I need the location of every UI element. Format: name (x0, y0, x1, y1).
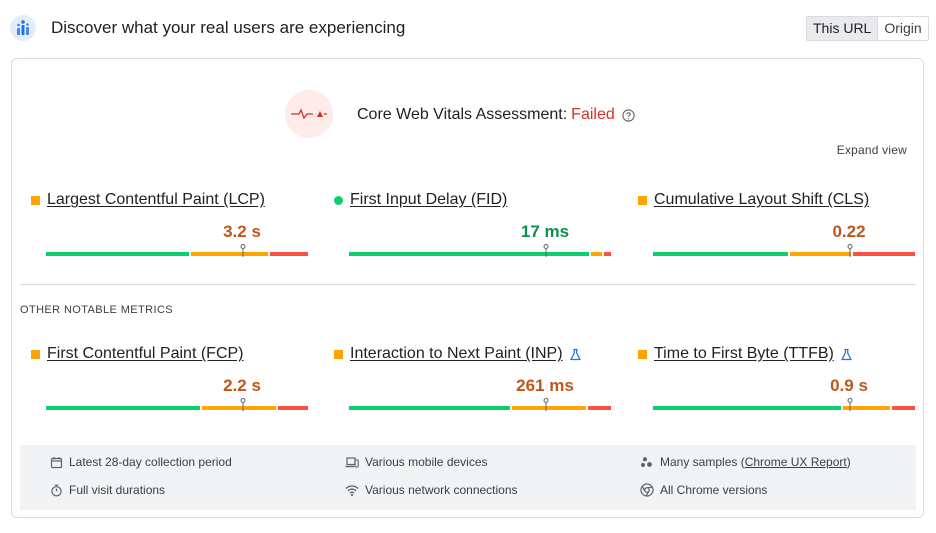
metric-name-link[interactable]: First Contentful Paint (FCP) (47, 345, 244, 362)
p75-marker-icon (240, 398, 245, 412)
needs-improvement-indicator-icon (31, 195, 40, 205)
good-segment (653, 406, 841, 410)
origin-button[interactable]: Origin (878, 17, 928, 40)
metric-value: 0.9 s (830, 376, 868, 395)
distribution-bar (349, 244, 611, 257)
experimental-flask-icon (569, 348, 581, 360)
section-divider (20, 284, 916, 285)
needs-improvement-indicator-icon (638, 195, 647, 205)
metric-ttfb: Time to First Byte (TTFB) 0.9 s (638, 345, 918, 425)
wifi-icon (345, 484, 359, 496)
metric-name-link[interactable]: Time to First Byte (TTFB) (654, 345, 834, 362)
needs-improvement-segment (790, 252, 852, 256)
distribution-bar (46, 398, 308, 411)
cwv-assessment: Core Web Vitals Assessment: Failed (357, 106, 635, 124)
needs-improvement-segment (842, 406, 891, 410)
needs-improvement-segment (512, 406, 587, 410)
distribution-bar (46, 244, 308, 257)
metric-title: Cumulative Layout Shift (CLS) (638, 191, 869, 209)
metric-fid: First Input Delay (FID) 17 ms (334, 191, 614, 271)
metric-title: Largest Contentful Paint (LCP) (31, 191, 265, 209)
metric-value: 3.2 s (223, 222, 261, 241)
poor-segment (853, 252, 915, 256)
url-origin-toggle: This URL Origin (806, 16, 929, 41)
devices-item: Various mobile devices (345, 455, 488, 469)
stopwatch-icon (51, 484, 62, 497)
samples-icon (641, 456, 652, 467)
metric-name-link[interactable]: First Input Delay (FID) (350, 191, 508, 208)
assessment-label: Core Web Vitals Assessment: (357, 106, 568, 123)
field-data-card: Core Web Vitals Assessment: Failed Expan… (11, 58, 924, 518)
metric-value: 0.22 (832, 222, 866, 241)
expand-view-link[interactable]: Expand view (836, 143, 907, 157)
collection-period-item: Latest 28-day collection period (50, 455, 232, 469)
other-metrics-heading: OTHER NOTABLE METRICS (20, 304, 174, 316)
metric-title: First Input Delay (FID) (334, 191, 507, 209)
good-indicator-icon (334, 195, 343, 205)
metric-fcp: First Contentful Paint (FCP) 2.2 s (31, 345, 311, 425)
poor-segment (588, 406, 611, 410)
needs-improvement-segment (201, 406, 276, 410)
metric-inp: Interaction to Next Paint (INP) 261 ms (334, 345, 614, 425)
metric-value: 261 ms (516, 376, 574, 395)
this-url-button[interactable]: This URL (807, 17, 879, 40)
network-text: Various network connections (365, 483, 518, 497)
good-segment (653, 252, 789, 256)
distribution-bar (349, 398, 611, 411)
page-header: Discover what your real users are experi… (0, 0, 936, 58)
failed-assessment-icon (285, 90, 333, 138)
experimental-flask-icon (841, 348, 852, 360)
metric-name-link[interactable]: Interaction to Next Paint (INP) (350, 345, 563, 362)
metric-title: Interaction to Next Paint (INP) (334, 345, 582, 363)
good-segment (46, 406, 200, 410)
collection-period-text: Latest 28-day collection period (69, 455, 232, 469)
metric-lcp: Largest Contentful Paint (LCP) 3.2 s (31, 191, 311, 271)
good-segment (46, 252, 190, 256)
poor-segment (892, 406, 915, 410)
good-segment (349, 406, 511, 410)
crux-logo-icon (10, 15, 36, 41)
p75-marker-icon (847, 244, 852, 258)
metric-title: First Contentful Paint (FCP) (31, 345, 244, 363)
metric-title: Time to First Byte (TTFB) (638, 345, 853, 363)
p75-marker-icon (543, 244, 548, 258)
needs-improvement-segment (591, 252, 603, 256)
needs-improvement-indicator-icon (31, 349, 40, 359)
samples-suffix: ) (846, 455, 851, 469)
help-icon[interactable] (622, 108, 635, 122)
samples-prefix: Many samples ( (660, 455, 745, 469)
samples-item: Many samples (Chrome UX Report) (640, 455, 851, 469)
page-title: Discover what your real users are experi… (51, 18, 406, 37)
chrome-ux-report-link[interactable]: Chrome UX Report (744, 455, 847, 469)
metric-name-link[interactable]: Largest Contentful Paint (LCP) (47, 191, 265, 208)
poor-segment (604, 252, 611, 256)
p75-marker-icon (240, 244, 245, 258)
p75-marker-icon (847, 398, 852, 412)
devices-icon (345, 456, 359, 468)
distribution-bar (653, 244, 915, 257)
chrome-versions-text: All Chrome versions (660, 483, 768, 497)
chrome-icon (640, 483, 654, 497)
visit-durations-item: Full visit durations (50, 483, 165, 497)
needs-improvement-segment (191, 252, 268, 256)
distribution-bar (653, 398, 915, 411)
visit-durations-text: Full visit durations (69, 483, 166, 497)
poor-segment (277, 406, 308, 410)
needs-improvement-indicator-icon (334, 349, 343, 359)
needs-improvement-indicator-icon (638, 349, 647, 359)
assessment-status: Failed (571, 106, 615, 123)
p75-marker-icon (543, 398, 548, 412)
metric-value: 17 ms (520, 222, 570, 241)
network-item: Various network connections (345, 483, 518, 497)
data-source-info-panel: Latest 28-day collection period Full vis… (20, 445, 916, 510)
chrome-versions-item: All Chrome versions (640, 483, 767, 497)
poor-segment (269, 252, 308, 256)
metric-cls: Cumulative Layout Shift (CLS) 0.22 (638, 191, 918, 271)
good-segment (349, 252, 590, 256)
devices-text: Various mobile devices (365, 455, 488, 469)
metric-value: 2.2 s (223, 376, 261, 395)
metric-name-link[interactable]: Cumulative Layout Shift (CLS) (654, 191, 870, 208)
calendar-icon (50, 456, 63, 468)
